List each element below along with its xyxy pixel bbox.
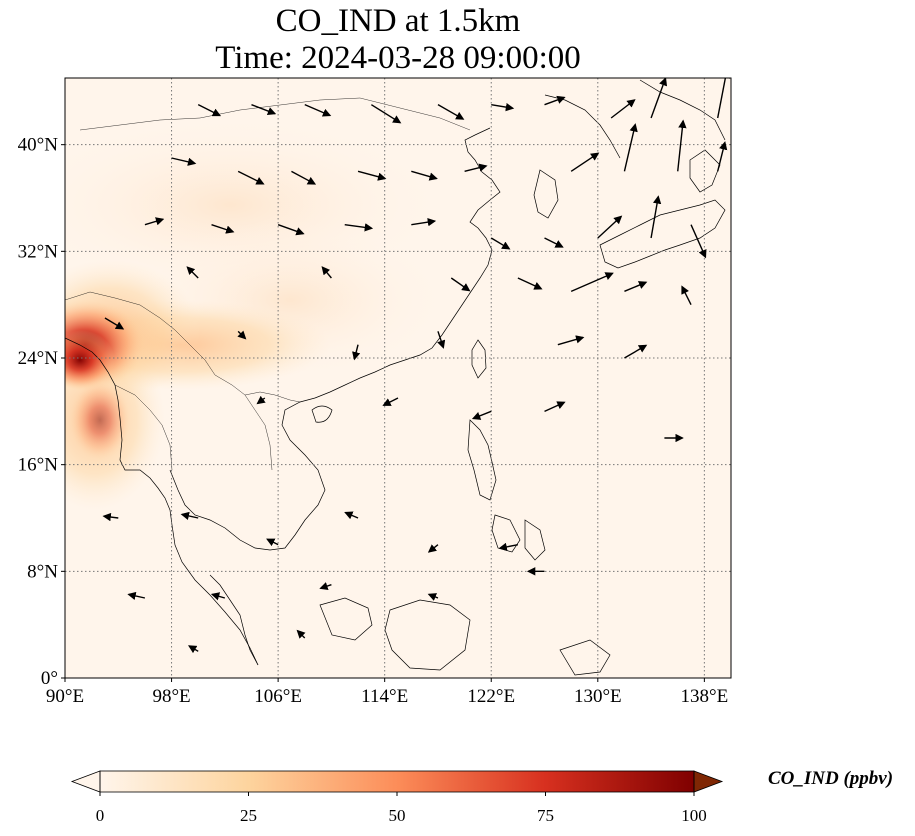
wind-vector bbox=[570, 152, 600, 172]
wind-vector bbox=[296, 629, 306, 639]
wind-vector bbox=[681, 285, 692, 305]
wind-vector bbox=[570, 272, 614, 292]
lat-tick-label: 0° bbox=[41, 668, 58, 689]
wind-vector bbox=[187, 645, 199, 654]
co-concentration-field bbox=[65, 115, 450, 510]
wind-vector bbox=[211, 224, 235, 234]
wind-vector bbox=[597, 215, 623, 239]
wind-vector bbox=[210, 592, 226, 601]
colorbar-tick-label: 100 bbox=[681, 806, 707, 825]
wind-vector bbox=[344, 511, 359, 520]
wind-vector bbox=[544, 401, 566, 412]
wind-vectors bbox=[102, 78, 730, 654]
wind-vector bbox=[256, 395, 266, 405]
wind-vector bbox=[623, 123, 638, 172]
lon-tick-label: 122°E bbox=[467, 686, 515, 707]
wind-vector bbox=[411, 217, 437, 227]
wind-vector bbox=[197, 104, 222, 117]
wind-vector bbox=[677, 119, 687, 172]
wind-vector bbox=[344, 223, 374, 232]
wind-vector bbox=[291, 170, 317, 185]
lon-tick-label: 98°E bbox=[152, 686, 190, 707]
wind-vector bbox=[427, 544, 439, 553]
wind-vector bbox=[471, 410, 492, 420]
wind-vector bbox=[557, 335, 585, 346]
wind-vector bbox=[357, 170, 387, 181]
lon-tick-label: 90°E bbox=[46, 686, 84, 707]
wind-vector bbox=[237, 330, 247, 340]
wind-vector bbox=[319, 582, 332, 591]
lon-tick-label: 106°E bbox=[254, 686, 302, 707]
wind-vector bbox=[127, 591, 146, 601]
wind-vector bbox=[266, 538, 279, 547]
map-title: CO_IND at 1.5km bbox=[275, 3, 521, 39]
wind-vector bbox=[382, 397, 399, 406]
wind-vector bbox=[517, 277, 543, 290]
lon-tick-label: 114°E bbox=[361, 686, 408, 707]
wind-vector bbox=[427, 593, 439, 601]
wind-vector bbox=[650, 195, 662, 239]
wind-vector bbox=[716, 78, 730, 119]
axis-ticks: 90°E 98°E 106°E 114°E 122°E 130°E 138°E 0° 8°N 16… bbox=[18, 135, 729, 707]
wind-vector bbox=[102, 512, 119, 522]
wind-vector bbox=[186, 266, 199, 279]
wind-vector bbox=[104, 317, 125, 330]
wind-vector bbox=[498, 542, 519, 552]
colorbar-ticks: 0 25 50 75 100 bbox=[96, 792, 707, 825]
wind-vector bbox=[437, 104, 465, 120]
colorbar-tick-label: 50 bbox=[389, 806, 406, 825]
wind-vector bbox=[690, 224, 707, 259]
wind-vector bbox=[352, 344, 361, 361]
wind-vector bbox=[491, 102, 515, 112]
wind-vector bbox=[464, 163, 488, 173]
wind-vector bbox=[610, 99, 636, 119]
wind-vector bbox=[490, 237, 511, 250]
lat-tick-label: 40°N bbox=[18, 135, 59, 156]
map-frame bbox=[64, 77, 732, 679]
wind-vector bbox=[144, 217, 165, 226]
lon-tick-label: 138°E bbox=[681, 686, 729, 707]
colorbar-extend-min bbox=[70, 770, 101, 793]
wind-vector bbox=[650, 78, 668, 119]
wind-vector bbox=[624, 344, 648, 359]
colorbar-label: CO_IND (ppbv) bbox=[768, 768, 894, 789]
colorbar-tick-label: 0 bbox=[96, 806, 105, 825]
wind-vector bbox=[450, 277, 471, 292]
wind-vector bbox=[277, 224, 305, 236]
wind-vector bbox=[304, 104, 332, 117]
map-subtitle: Time: 2024-03-28 09:00:00 bbox=[215, 40, 581, 76]
wind-vector bbox=[171, 157, 197, 166]
wind-vector bbox=[624, 281, 648, 292]
colorbar-extend-max bbox=[693, 770, 724, 793]
lat-tick-label: 24°N bbox=[18, 348, 59, 369]
lon-tick-label: 130°E bbox=[574, 686, 622, 707]
wind-vector bbox=[180, 511, 199, 521]
lat-tick-label: 32°N bbox=[18, 241, 59, 262]
wind-vector bbox=[717, 141, 728, 172]
wind-vector bbox=[321, 266, 332, 279]
wind-vector bbox=[237, 170, 265, 185]
colorbar-gradient bbox=[100, 771, 694, 792]
lat-tick-label: 16°N bbox=[18, 455, 59, 476]
wind-vector bbox=[251, 104, 277, 116]
colorbar: 0 25 50 75 100 bbox=[70, 770, 724, 825]
wind-vector bbox=[544, 95, 566, 106]
wind-vector bbox=[411, 170, 438, 181]
colorbar-tick-label: 75 bbox=[537, 806, 554, 825]
colorbar-tick-label: 25 bbox=[240, 806, 257, 825]
wind-vector bbox=[544, 237, 564, 248]
lat-tick-label: 8°N bbox=[27, 561, 58, 582]
wind-vector bbox=[437, 331, 446, 349]
wind-vector bbox=[370, 104, 402, 124]
country-borders bbox=[65, 97, 471, 471]
